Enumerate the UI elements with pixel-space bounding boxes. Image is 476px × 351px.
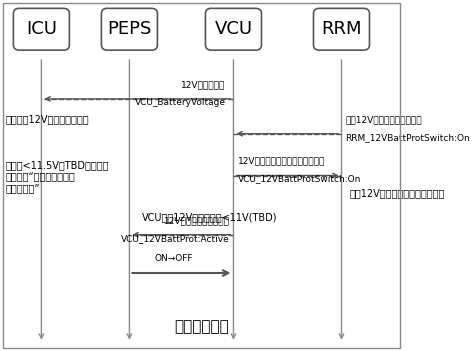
Text: 整车下电休眠: 整车下电休眠 <box>174 319 229 335</box>
FancyBboxPatch shape <box>314 8 369 50</box>
FancyBboxPatch shape <box>206 8 261 50</box>
Text: 打开12V蓄电池低压保护开关: 打开12V蓄电池低压保护开关 <box>346 115 422 124</box>
Text: 当电压<11.5V（TBD）时，文
字提醒：“蓄电池电压低，
请启动车辆”: 当电压<11.5V（TBD）时，文 字提醒：“蓄电池电压低， 请启动车辆” <box>5 160 109 193</box>
Text: VCU_12VBattProt:Active: VCU_12VBattProt:Active <box>121 234 229 243</box>
Text: RRM_12VBattProtSwitch:On: RRM_12VBattProtSwitch:On <box>346 133 470 142</box>
Text: VCU_BatteryVoltage: VCU_BatteryVoltage <box>134 98 226 107</box>
Text: RRM: RRM <box>321 20 362 38</box>
Text: VCU: VCU <box>214 20 253 38</box>
FancyBboxPatch shape <box>101 8 158 50</box>
FancyBboxPatch shape <box>13 8 69 50</box>
Text: 12V蓄电池低压保护指令: 12V蓄电池低压保护指令 <box>164 216 229 225</box>
Text: 12V蓄电池电压: 12V蓄电池电压 <box>181 80 226 89</box>
Text: PEPS: PEPS <box>107 20 152 38</box>
Text: 12V蓄电池低压保护开关显示指令: 12V蓄电池低压保护开关显示指令 <box>238 157 325 166</box>
Text: 显示12V蓄电池低压保护开关开启: 显示12V蓄电池低压保护开关开启 <box>349 188 445 198</box>
Text: ON→OFF: ON→OFF <box>154 254 193 263</box>
Text: VCU_12VBattProtSwitch:On: VCU_12VBattProtSwitch:On <box>238 174 361 184</box>
Text: ICU: ICU <box>26 20 57 38</box>
Text: VCU判断12V蓄电池电压<11V(TBD): VCU判断12V蓄电池电压<11V(TBD) <box>141 212 277 222</box>
Text: 数字显示12V蓄电池电压数值: 数字显示12V蓄电池电压数值 <box>5 114 89 125</box>
